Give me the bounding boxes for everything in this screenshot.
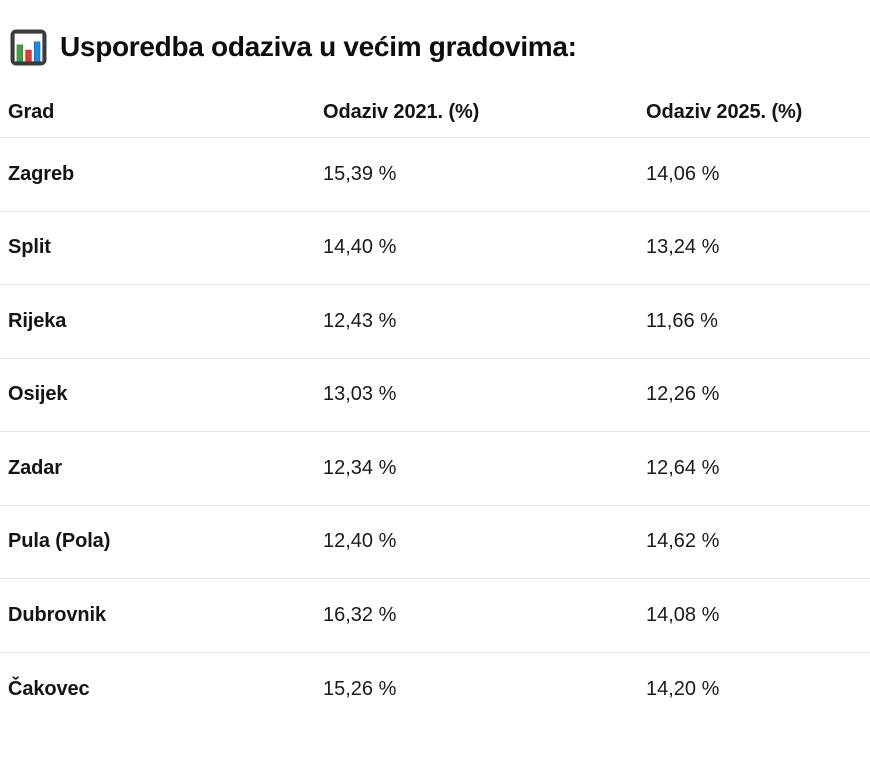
column-header-odaziv-2025: Odaziv 2025. (%) xyxy=(646,100,803,123)
table-row: Zagreb 15,39 % 14,06 % xyxy=(0,138,870,212)
city-cell: Zagreb xyxy=(8,162,75,185)
turnout-2021-cell: 15,39 % xyxy=(323,162,397,185)
city-cell: Osijek xyxy=(8,383,68,406)
table-row: Zadar 12,34 % 12,64 % xyxy=(0,432,870,506)
city-cell: Dubrovnik xyxy=(8,603,106,626)
table-row: Dubrovnik 16,32 % 14,08 % xyxy=(0,579,870,653)
turnout-2025-cell: 14,20 % xyxy=(646,677,720,700)
column-header-grad: Grad xyxy=(8,100,55,123)
city-cell: Čakovec xyxy=(8,677,90,700)
comparison-table: Grad Odaziv 2021. (%) Odaziv 2025. (%) Z… xyxy=(0,67,870,726)
turnout-2021-cell: 12,40 % xyxy=(323,530,397,553)
turnout-2025-cell: 11,66 % xyxy=(646,309,718,332)
turnout-2021-cell: 16,32 % xyxy=(323,603,397,626)
bar-chart-icon xyxy=(10,29,47,65)
title-row: Usporedba odaziva u većim gradovima: xyxy=(0,0,870,67)
turnout-2021-cell: 15,26 % xyxy=(323,677,397,700)
turnout-2025-cell: 14,08 % xyxy=(646,603,720,626)
city-cell: Zadar xyxy=(8,456,62,479)
table-row: Pula (Pola) 12,40 % 14,62 % xyxy=(0,506,870,579)
turnout-2021-cell: 13,03 % xyxy=(323,383,397,406)
turnout-2025-cell: 12,64 % xyxy=(646,456,720,479)
table-row: Čakovec 15,26 % 14,20 % xyxy=(0,653,870,727)
turnout-2025-cell: 13,24 % xyxy=(646,236,720,259)
city-cell: Pula (Pola) xyxy=(8,530,111,553)
turnout-2025-cell: 14,62 % xyxy=(646,530,720,553)
table-row: Rijeka 12,43 % 11,66 % xyxy=(0,285,870,359)
page-title: Usporedba odaziva u većim gradovima: xyxy=(60,31,577,62)
turnout-2021-cell: 14,40 % xyxy=(323,236,397,259)
table-header-row: Grad Odaziv 2021. (%) Odaziv 2025. (%) xyxy=(0,67,870,138)
table-row: Split 14,40 % 13,24 % xyxy=(0,212,870,285)
turnout-2021-cell: 12,43 % xyxy=(323,309,397,332)
city-cell: Rijeka xyxy=(8,309,67,332)
turnout-2025-cell: 14,06 % xyxy=(646,162,720,185)
turnout-2025-cell: 12,26 % xyxy=(646,383,720,406)
table-row: Osijek 13,03 % 12,26 % xyxy=(0,359,870,432)
city-cell: Split xyxy=(8,236,51,259)
turnout-2021-cell: 12,34 % xyxy=(323,456,397,479)
column-header-odaziv-2021: Odaziv 2021. (%) xyxy=(323,100,480,123)
